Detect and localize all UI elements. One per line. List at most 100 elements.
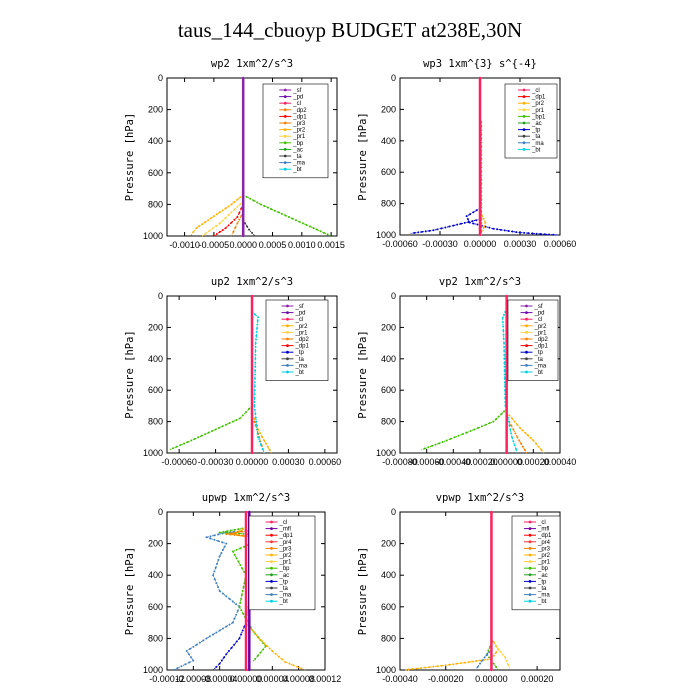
series-point bbox=[225, 533, 228, 536]
legend-label: _cl bbox=[534, 317, 543, 323]
series-point bbox=[254, 412, 257, 415]
x-tick-label: 0.00020 bbox=[517, 457, 550, 467]
series-point bbox=[218, 222, 221, 225]
legend-label: _ta bbox=[295, 357, 305, 363]
legend-marker bbox=[270, 580, 273, 583]
series-point bbox=[537, 445, 540, 448]
series-point bbox=[552, 233, 555, 236]
series-point bbox=[488, 651, 491, 654]
legend-label: _pr2 bbox=[537, 553, 551, 559]
series-point bbox=[231, 550, 234, 553]
legend-marker bbox=[286, 357, 289, 361]
series-point bbox=[472, 222, 475, 225]
series-line bbox=[466, 207, 558, 236]
legend-marker bbox=[286, 337, 289, 341]
x-tick-label: -0.00080 bbox=[382, 457, 418, 467]
legend-label: _pr3 bbox=[292, 121, 306, 127]
legend-label: _bt bbox=[534, 370, 544, 376]
legend-marker bbox=[522, 115, 526, 118]
series-point bbox=[254, 353, 257, 356]
series-point bbox=[503, 349, 506, 352]
series-point bbox=[237, 528, 240, 531]
x-tick-label: 0.00012 bbox=[309, 674, 342, 684]
series-point bbox=[263, 642, 266, 645]
series-point bbox=[207, 431, 210, 434]
series-point bbox=[240, 597, 243, 600]
series-point bbox=[256, 323, 259, 326]
series-point bbox=[258, 637, 261, 640]
legend-label: _pr2 bbox=[531, 101, 545, 107]
series-point bbox=[228, 597, 231, 600]
series-point bbox=[239, 203, 242, 206]
legend-marker bbox=[270, 527, 273, 530]
series-point bbox=[221, 541, 224, 544]
series-point bbox=[239, 564, 242, 567]
x-tick-label: 0.00030 bbox=[504, 239, 537, 249]
series-point bbox=[239, 547, 242, 550]
series-point bbox=[239, 196, 242, 199]
legend-label: _bt bbox=[292, 167, 302, 173]
y-tick-label: 200 bbox=[381, 322, 396, 332]
series-point bbox=[507, 663, 510, 666]
series-point bbox=[217, 586, 220, 589]
series-point bbox=[508, 414, 511, 417]
series-point bbox=[523, 448, 526, 451]
series-point bbox=[266, 644, 269, 647]
series-point bbox=[436, 228, 439, 231]
y-tick-label: 600 bbox=[381, 167, 396, 177]
series-point bbox=[241, 530, 244, 533]
legend-label: _ac bbox=[292, 147, 303, 153]
legend-label: _bt bbox=[537, 599, 547, 605]
series-point bbox=[438, 442, 441, 445]
series-point bbox=[495, 645, 497, 648]
legend-box bbox=[262, 83, 329, 179]
series-point bbox=[461, 433, 464, 436]
series-point bbox=[413, 231, 416, 234]
series-point bbox=[501, 316, 504, 319]
series-point bbox=[238, 417, 241, 420]
y-tick-label: 800 bbox=[148, 633, 163, 643]
series-point bbox=[523, 231, 526, 234]
series-point bbox=[228, 623, 231, 626]
series-point bbox=[192, 231, 195, 234]
series-point bbox=[218, 211, 221, 214]
series-point bbox=[453, 436, 456, 439]
legend-label: _pr1 bbox=[279, 560, 293, 566]
series-point bbox=[227, 205, 230, 208]
legend-label: _tp bbox=[537, 579, 547, 585]
series-point bbox=[518, 439, 521, 442]
series-point bbox=[256, 327, 259, 330]
series-point bbox=[294, 219, 297, 222]
legend-label: _ta bbox=[292, 154, 302, 160]
series-line bbox=[404, 638, 499, 671]
legend-marker bbox=[528, 586, 532, 590]
series-point bbox=[175, 445, 178, 448]
series-point bbox=[254, 361, 257, 364]
series-point bbox=[217, 533, 220, 536]
legend-label: _ac bbox=[537, 573, 548, 579]
legend-marker bbox=[522, 95, 526, 98]
series-point bbox=[504, 656, 507, 659]
legend-marker bbox=[283, 115, 287, 118]
series-point bbox=[230, 211, 233, 214]
series-point bbox=[475, 660, 478, 663]
x-tick-label: 0.00000 bbox=[490, 457, 523, 467]
legend-marker bbox=[528, 593, 532, 596]
y-tick-label: 1000 bbox=[143, 448, 163, 458]
series-point bbox=[252, 631, 255, 634]
series-point bbox=[197, 436, 200, 439]
series-point bbox=[471, 660, 474, 663]
series-point bbox=[258, 440, 261, 443]
series-point bbox=[507, 420, 510, 423]
series-point bbox=[185, 650, 188, 653]
series-point bbox=[235, 548, 238, 551]
legend-marker bbox=[270, 520, 273, 524]
x-tick-label: -0.00020 bbox=[462, 457, 498, 467]
x-tick-label: 0.0000 bbox=[229, 240, 257, 250]
series-point bbox=[496, 228, 499, 231]
series-point bbox=[242, 532, 245, 535]
series-point bbox=[248, 510, 251, 514]
legend-marker bbox=[525, 324, 528, 328]
series-point bbox=[260, 444, 263, 447]
legend-label: _cl bbox=[295, 317, 304, 323]
